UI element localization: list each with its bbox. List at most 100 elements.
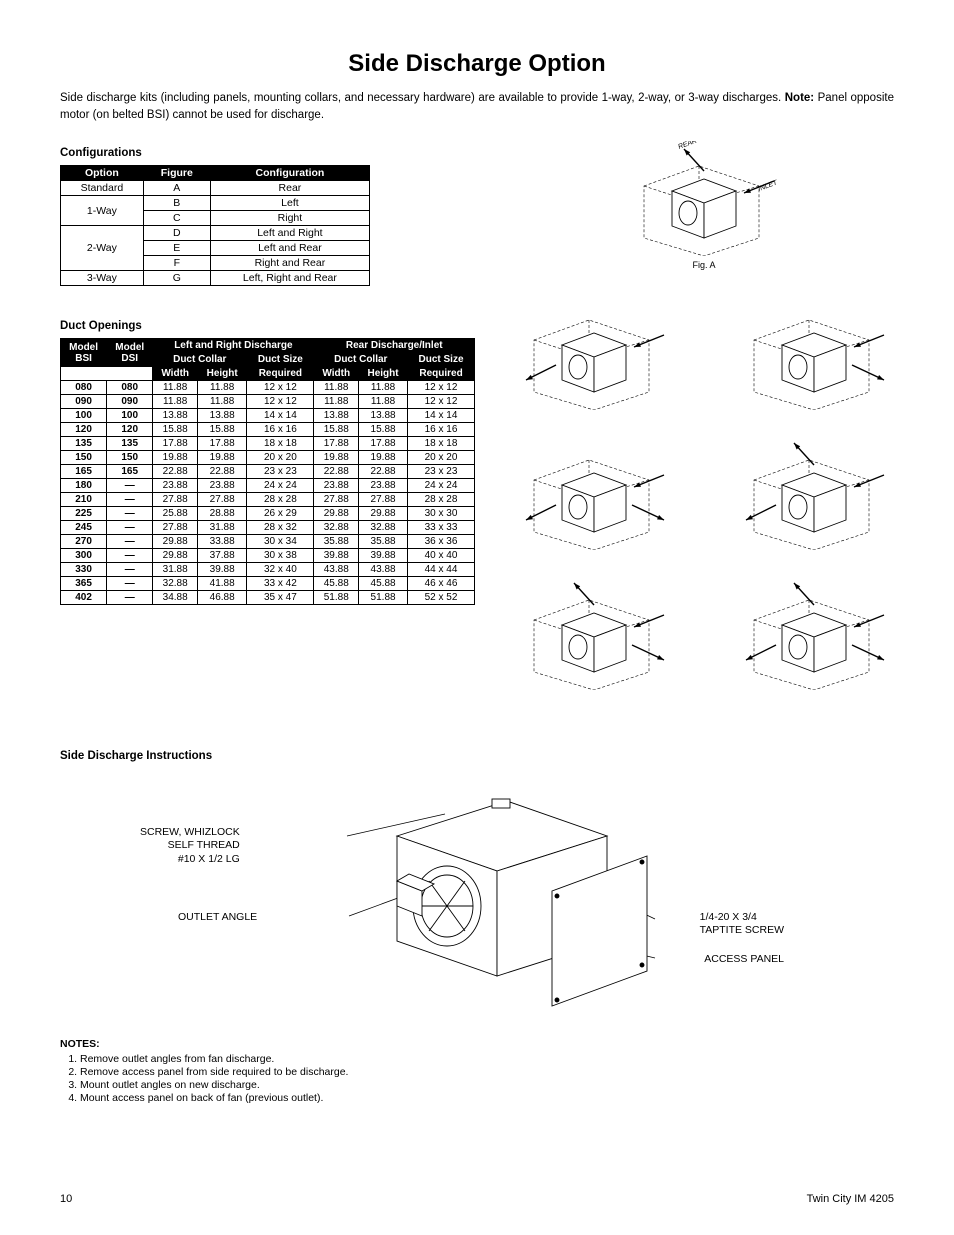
table-cell: 17.88 [153,437,198,451]
table-cell: 23.88 [359,479,408,493]
table-cell: 30 x 34 [247,535,314,549]
table-cell: 12 x 12 [247,381,314,395]
table-cell: 37.88 [198,549,247,563]
table-cell: 41.88 [198,577,247,591]
table-cell: 46 x 46 [408,577,475,591]
table-cell: 365 [61,577,107,591]
table-cell: 46.88 [198,591,247,605]
notes: NOTES: Remove outlet angles from fan dis… [60,1038,894,1104]
table-cell: 45.88 [314,577,359,591]
intro-text: Side discharge kits (including panels, m… [60,90,894,123]
table-cell: 36 x 36 [408,535,475,549]
table-cell: 090 [107,395,153,409]
table-cell: 3-Way [61,271,144,286]
callout-screw: SCREW, WHIZLOCK SELF THREAD #10 X 1/2 LG [140,826,240,865]
table-cell: 11.88 [359,395,408,409]
figure [734,575,894,690]
table-cell: 45.88 [359,577,408,591]
table-cell: Standard [61,181,144,196]
table-cell: 080 [61,381,107,395]
table-cell: 23 x 23 [247,465,314,479]
callout-taptite: 1/4-20 X 3/4 TAPTITE SCREW [700,911,784,937]
svg-text:REAR: REAR [677,141,698,151]
table-cell: 23 x 23 [408,465,475,479]
table-cell: 14 x 14 [408,409,475,423]
table-cell: 245 [61,521,107,535]
table-cell: 13.88 [359,409,408,423]
table-cell: 18 x 18 [247,437,314,451]
table-cell: 32.88 [314,521,359,535]
table-cell: 15.88 [314,423,359,437]
table-cell: 29.88 [314,507,359,521]
table-cell: 52 x 52 [408,591,475,605]
note-item: Remove access panel from side required t… [80,1066,894,1078]
table-cell: Left [210,196,369,211]
table-cell: 27.88 [198,493,247,507]
table-cell: Right [210,211,369,226]
note-item: Mount outlet angles on new discharge. [80,1079,894,1091]
svg-text:INLET: INLET [757,180,779,194]
table-cell: 402 [61,591,107,605]
table-cell: 120 [61,423,107,437]
figure [514,295,674,410]
table-cell: 165 [61,465,107,479]
table-cell: 20 x 20 [408,451,475,465]
table-cell: 150 [61,451,107,465]
table-cell: 11.88 [198,395,247,409]
table-cell: F [143,256,210,271]
table-cell: 22.88 [359,465,408,479]
table-cell: 28 x 28 [408,493,475,507]
table-cell: 13.88 [314,409,359,423]
table-cell: 33.88 [198,535,247,549]
table-cell: 120 [107,423,153,437]
table-cell: — [107,493,153,507]
table-cell: 26 x 29 [247,507,314,521]
table-cell: 27.88 [359,493,408,507]
table-cell: 40 x 40 [408,549,475,563]
table-cell: 33 x 42 [247,577,314,591]
table-cell: 14 x 14 [247,409,314,423]
table-cell: 135 [61,437,107,451]
table-cell: 51.88 [359,591,408,605]
table-cell: 29.88 [153,535,198,549]
table-cell: 270 [61,535,107,549]
table-cell: — [107,577,153,591]
table-cell: 19.88 [198,451,247,465]
table-cell: 32 x 40 [247,563,314,577]
table-cell: 12 x 12 [408,381,475,395]
table-cell: 19.88 [314,451,359,465]
table-cell: 31.88 [198,521,247,535]
table-cell: 39.88 [359,549,408,563]
table-cell: — [107,591,153,605]
figure [514,575,674,690]
table-cell: 135 [107,437,153,451]
table-cell: 17.88 [314,437,359,451]
page-title: Side Discharge Option [60,50,894,78]
table-cell: 15.88 [153,423,198,437]
table-cell: 22.88 [153,465,198,479]
table-cell: E [143,241,210,256]
table-cell: 28 x 28 [247,493,314,507]
table-cell: Left, Right and Rear [210,271,369,286]
table-cell: 27.88 [153,493,198,507]
table-cell: 225 [61,507,107,521]
table-cell: 20 x 20 [247,451,314,465]
configurations-table: Option Figure Configuration StandardARea… [60,165,370,286]
table-cell: 210 [61,493,107,507]
table-cell: 35.88 [314,535,359,549]
table-cell: 39.88 [314,549,359,563]
table-cell: Left and Rear [210,241,369,256]
table-cell: A [143,181,210,196]
table-cell: 17.88 [359,437,408,451]
table-cell: 165 [107,465,153,479]
table-cell: — [107,535,153,549]
table-cell: 11.88 [314,381,359,395]
table-cell: — [107,563,153,577]
table-cell: 22.88 [314,465,359,479]
table-cell: 300 [61,549,107,563]
table-cell: 13.88 [153,409,198,423]
duct-openings-table: ModelBSI ModelDSI Left and Right Dischar… [60,338,475,605]
table-cell: 35 x 47 [247,591,314,605]
table-cell: 19.88 [153,451,198,465]
duct-openings-heading: Duct Openings [60,320,484,332]
